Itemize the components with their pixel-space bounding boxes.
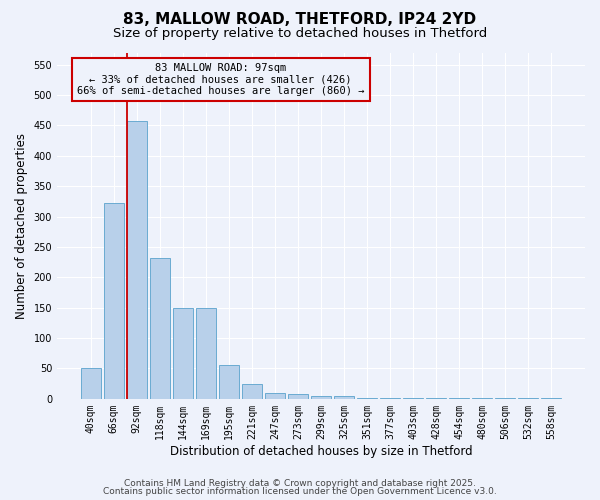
Bar <box>242 384 262 399</box>
Bar <box>334 396 354 399</box>
Bar <box>380 398 400 399</box>
Bar <box>81 368 101 399</box>
Y-axis label: Number of detached properties: Number of detached properties <box>15 132 28 318</box>
Text: 83 MALLOW ROAD: 97sqm
← 33% of detached houses are smaller (426)
66% of semi-det: 83 MALLOW ROAD: 97sqm ← 33% of detached … <box>77 63 364 96</box>
Text: Size of property relative to detached houses in Thetford: Size of property relative to detached ho… <box>113 28 487 40</box>
Bar <box>265 393 285 399</box>
Bar <box>196 308 216 399</box>
Bar <box>219 366 239 399</box>
Text: 83, MALLOW ROAD, THETFORD, IP24 2YD: 83, MALLOW ROAD, THETFORD, IP24 2YD <box>124 12 476 28</box>
Bar <box>288 394 308 399</box>
Bar <box>357 398 377 399</box>
X-axis label: Distribution of detached houses by size in Thetford: Distribution of detached houses by size … <box>170 444 472 458</box>
Text: Contains public sector information licensed under the Open Government Licence v3: Contains public sector information licen… <box>103 487 497 496</box>
Bar <box>472 398 492 399</box>
Bar <box>173 308 193 399</box>
Bar <box>150 258 170 399</box>
Bar <box>541 398 561 399</box>
Bar <box>403 398 423 399</box>
Bar <box>449 398 469 399</box>
Bar <box>496 398 515 399</box>
Bar <box>427 398 446 399</box>
Bar <box>127 121 146 399</box>
Bar <box>104 203 124 399</box>
Bar <box>518 398 538 399</box>
Bar <box>311 396 331 399</box>
Text: Contains HM Land Registry data © Crown copyright and database right 2025.: Contains HM Land Registry data © Crown c… <box>124 478 476 488</box>
